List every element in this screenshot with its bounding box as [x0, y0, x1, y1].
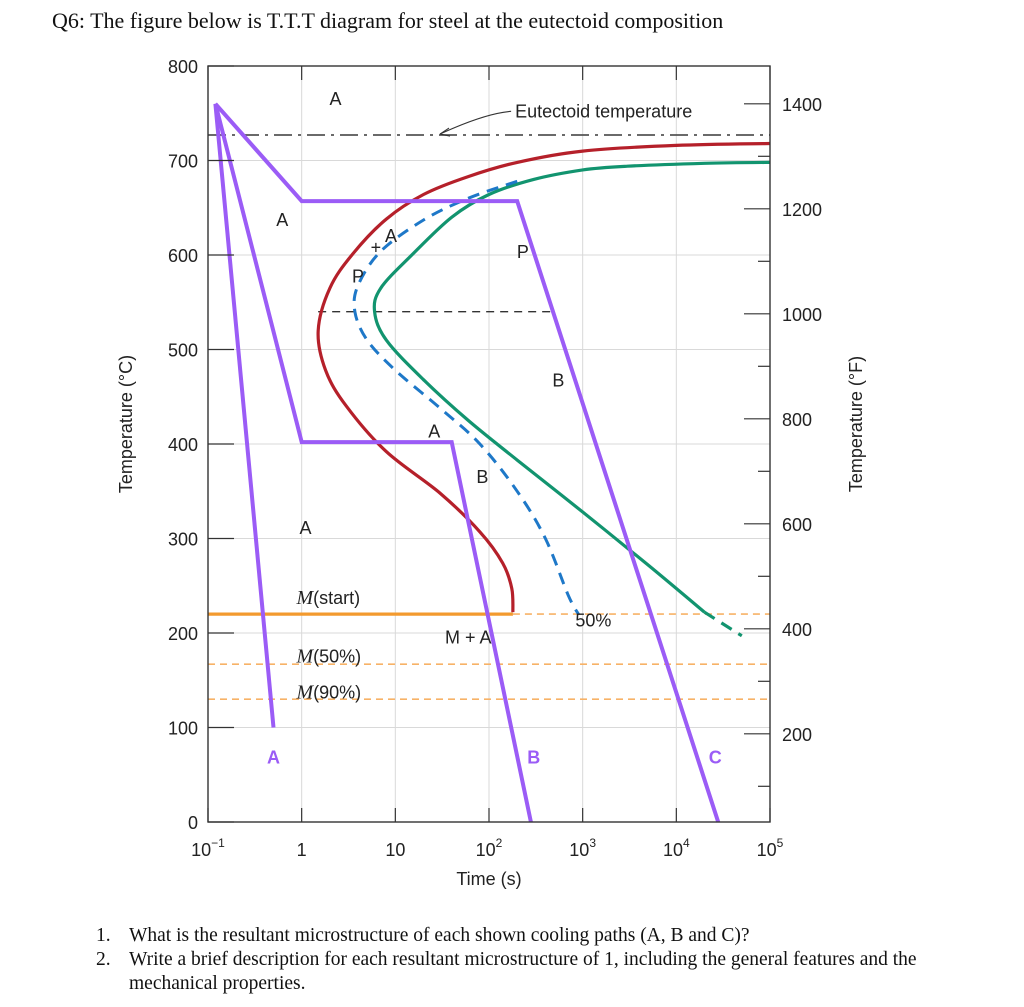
x-tick-label: 102 — [476, 836, 503, 860]
x-tick-label: 1 — [297, 840, 307, 860]
m90-line-label: M(90%) — [295, 682, 361, 704]
y2-tick-label: 600 — [782, 515, 812, 535]
chart-labels: Time (s) Temperature (°C) Temperature (°F)… — [116, 89, 866, 889]
x-axis-label: Time (s) — [456, 869, 521, 889]
y2-tick-label: 800 — [782, 410, 812, 430]
question-list: 1. What is the resultant microstructure … — [96, 924, 996, 996]
y2-tick-label: 200 — [782, 725, 812, 745]
label-m-plus-a: M + A — [445, 628, 492, 648]
x-tick-label: 10−1 — [191, 836, 225, 860]
label-path-c-end: C — [709, 748, 722, 768]
y-tick-label: 100 — [168, 719, 198, 739]
y-tick-label: 600 — [168, 246, 198, 266]
question-2-number: 2. — [96, 949, 111, 970]
y-tick-label: 0 — [188, 813, 198, 833]
label-plus-upper: + — [371, 237, 382, 257]
transformation-finish-curve — [372, 160, 771, 614]
x-tick-label: 10 — [385, 840, 405, 860]
label-a-top: A — [330, 89, 342, 109]
y-tick-label: 800 — [168, 57, 198, 77]
transformation-curves — [316, 141, 771, 638]
label-a-nose: A — [385, 226, 397, 246]
x-tick-label: 105 — [757, 836, 784, 860]
label-a-path: A — [276, 210, 288, 230]
question-2-text: Write a brief description for each resul… — [129, 949, 917, 994]
label-b-region: B — [552, 371, 564, 391]
transformation-start-curve — [316, 141, 771, 613]
path-a-line — [213, 103, 276, 728]
y-tick-label: 500 — [168, 341, 198, 361]
label-a-lower: A — [428, 422, 440, 442]
cooling-paths — [213, 102, 721, 823]
path-c-line — [213, 102, 721, 823]
y-tick-label: 300 — [168, 530, 198, 550]
y2-tick-label: 1400 — [782, 95, 822, 115]
label-a-bottom: A — [300, 518, 312, 538]
label-p-right: P — [517, 242, 529, 262]
transformation-finish-tail — [703, 610, 743, 638]
y-axis-label: Temperature (°C) — [116, 355, 136, 493]
y-tick-label: 400 — [168, 435, 198, 455]
eutectoid-temperature-label: Eutectoid temperature — [515, 101, 692, 121]
question-heading: Q6: The figure below is T.T.T diagram fo… — [52, 8, 724, 33]
label-fifty: 50% — [575, 611, 611, 631]
x-tick-label: 103 — [569, 836, 596, 860]
question-1: 1. What is the resultant microstructure … — [96, 924, 996, 948]
y-tick-label: 200 — [168, 624, 198, 644]
eutectoid-arrowhead — [439, 127, 451, 137]
x-tick-label: 104 — [663, 836, 690, 860]
question-2: 2. Write a brief description for each re… — [96, 948, 996, 996]
label-p-upper: P — [352, 267, 364, 287]
path-b-line — [213, 103, 533, 823]
y2-tick-label: 1200 — [782, 200, 822, 220]
label-path-a-end: A — [267, 748, 280, 768]
y2-tick-label: 1000 — [782, 305, 822, 325]
label-path-b-end: B — [527, 748, 540, 768]
question-1-text: What is the resultant microstructure of … — [129, 925, 750, 946]
m-start-line-label: M(start) — [295, 587, 360, 609]
fifty-percent-curve — [352, 179, 580, 615]
y-tick-label: 700 — [168, 152, 198, 172]
chart-axes: 10−1 1 10 102 103 104 105 0 100 200 300 400 500 600 70… — [168, 57, 822, 860]
y2-axis-label: Temperature (°F) — [846, 356, 866, 492]
question-1-number: 1. — [96, 925, 111, 946]
label-b-lower: B — [476, 467, 488, 487]
ttt-diagram-chart: 10−1 1 10 102 103 104 105 0 100 200 300 400 500 600 70… — [116, 57, 866, 889]
grid-lines — [208, 66, 770, 822]
y2-tick-label: 400 — [782, 620, 812, 640]
eutectoid-arrow — [439, 110, 512, 135]
m50-line-label: M(50%) — [295, 646, 361, 668]
